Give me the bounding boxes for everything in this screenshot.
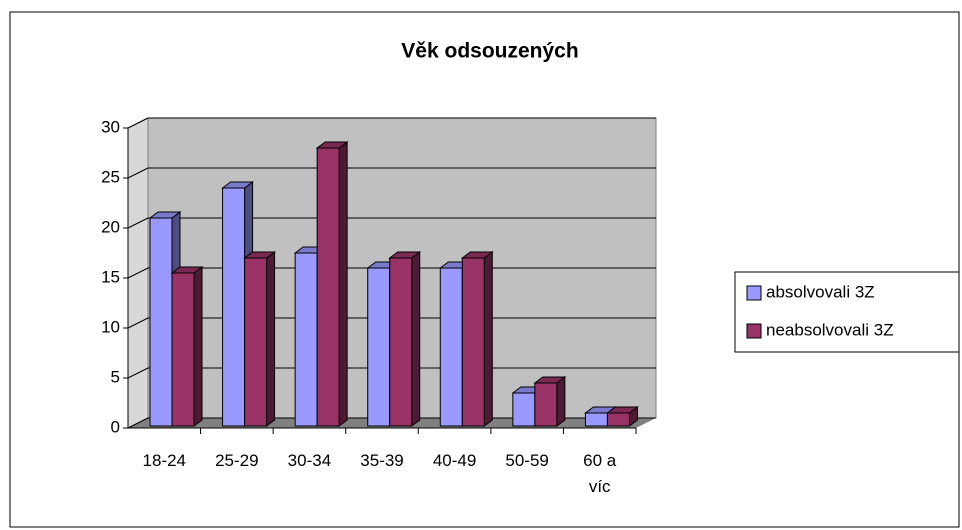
grid-line: [127, 117, 149, 129]
bar-front: [244, 257, 268, 427]
bar-front: [439, 267, 463, 427]
grid-line: [127, 417, 149, 429]
x-tick-label: 25-29: [215, 451, 259, 470]
legend-label: neabsolvovali 3Z: [766, 320, 894, 339]
chart-title: Věk odsouzených: [401, 40, 578, 63]
y-tick-label: 0: [111, 417, 120, 436]
x-tick-label: 40-49: [432, 451, 477, 470]
x-tick-label: 60 a víc: [583, 451, 617, 496]
y-tick-label: 15: [101, 267, 120, 286]
bar-front: [584, 412, 608, 427]
bar-front: [534, 382, 558, 427]
bar-front: [606, 412, 630, 427]
grid-line: [127, 267, 149, 279]
y-tick-label: 5: [111, 367, 120, 386]
bar-side: [411, 251, 421, 427]
bar-front: [512, 392, 536, 427]
grid-line: [127, 317, 149, 329]
y-tick-label: 20: [101, 217, 120, 236]
legend-swatch: [746, 285, 762, 301]
legend-swatch: [746, 323, 762, 339]
bar-side: [338, 141, 348, 427]
y-tick-label: 25: [101, 167, 120, 186]
grid-line: [127, 367, 149, 379]
y-tick-label: 30: [101, 117, 120, 136]
grid-line: [127, 217, 149, 229]
bar: [315, 141, 349, 427]
bar-side: [193, 266, 203, 427]
bar-front: [171, 272, 195, 427]
x-tick-label: 50-59: [505, 451, 549, 470]
bar-side: [556, 376, 566, 427]
bar-front: [367, 267, 391, 427]
x-tick-label: 30-34: [287, 451, 332, 470]
x-tick-label: 35-39: [360, 451, 404, 470]
bar: [533, 376, 567, 427]
legend-label: absolvovali 3Z: [766, 282, 875, 301]
bar-front: [222, 187, 246, 427]
bar-front: [389, 257, 413, 427]
bar-side: [483, 251, 493, 427]
y-tick-label: 10: [101, 317, 120, 336]
x-tick-label: 18-24: [142, 451, 187, 470]
bar: [605, 406, 639, 427]
bar-front: [461, 257, 485, 427]
bar: [460, 251, 494, 427]
bar-side: [266, 251, 276, 427]
grid-line: [127, 167, 149, 179]
bar: [243, 251, 277, 427]
bar: [388, 251, 422, 427]
bar-front: [294, 252, 318, 427]
legend: [734, 271, 960, 353]
bar: [170, 266, 204, 427]
bar-front: [316, 147, 340, 427]
bar-front: [149, 217, 173, 427]
